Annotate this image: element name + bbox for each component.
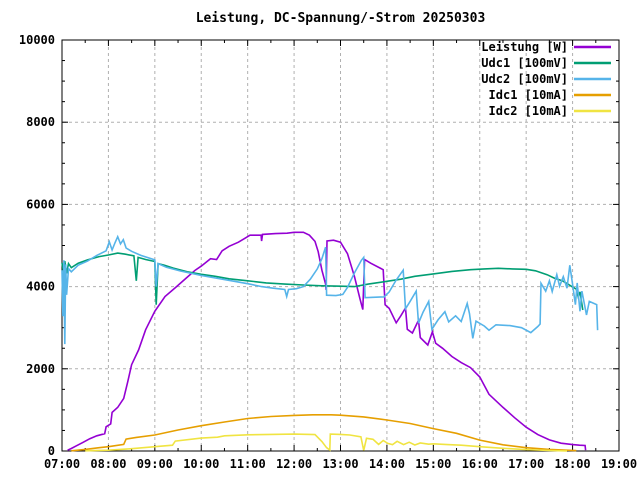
x-axis-tick-label: 09:00 bbox=[137, 457, 173, 471]
series-line-udc1 bbox=[61, 252, 584, 311]
x-axis-tick-label: 19:00 bbox=[601, 457, 637, 471]
series-line-leistung bbox=[67, 231, 587, 451]
x-axis-tick-label: 08:00 bbox=[90, 457, 126, 471]
y-axis-tick-label: 8000 bbox=[26, 115, 55, 129]
legend-label: Leistung [W] bbox=[481, 40, 568, 54]
x-axis-tick-label: 17:00 bbox=[508, 457, 544, 471]
x-axis-tick-label: 12:00 bbox=[276, 457, 312, 471]
x-axis-tick-label: 15:00 bbox=[415, 457, 451, 471]
x-axis-tick-label: 14:00 bbox=[369, 457, 405, 471]
y-axis-tick-label: 4000 bbox=[26, 280, 55, 294]
legend-label: Idc2 [10mA] bbox=[489, 104, 568, 118]
x-axis-tick-label: 10:00 bbox=[183, 457, 219, 471]
x-axis-tick-label: 07:00 bbox=[44, 457, 80, 471]
y-axis-tick-label: 0 bbox=[48, 444, 55, 458]
legend-label: Udc1 [100mV] bbox=[481, 56, 568, 70]
x-axis-tick-label: 13:00 bbox=[322, 457, 358, 471]
legend-label: Idc1 [10mA] bbox=[489, 88, 568, 102]
chart-title: Leistung, DC-Spannung/-Strom 20250303 bbox=[195, 11, 486, 26]
series-line-idc1 bbox=[71, 413, 577, 452]
x-axis-tick-label: 11:00 bbox=[230, 457, 266, 471]
x-axis-tick-label: 18:00 bbox=[555, 457, 591, 471]
legend-label: Udc2 [100mV] bbox=[481, 72, 568, 86]
series-line-udc2 bbox=[61, 234, 599, 345]
y-axis-tick-label: 10000 bbox=[19, 33, 55, 47]
x-axis-tick-label: 16:00 bbox=[462, 457, 498, 471]
y-axis-tick-label: 6000 bbox=[26, 197, 55, 211]
series-line-idc2 bbox=[85, 433, 568, 452]
y-axis-tick-label: 2000 bbox=[26, 362, 55, 376]
